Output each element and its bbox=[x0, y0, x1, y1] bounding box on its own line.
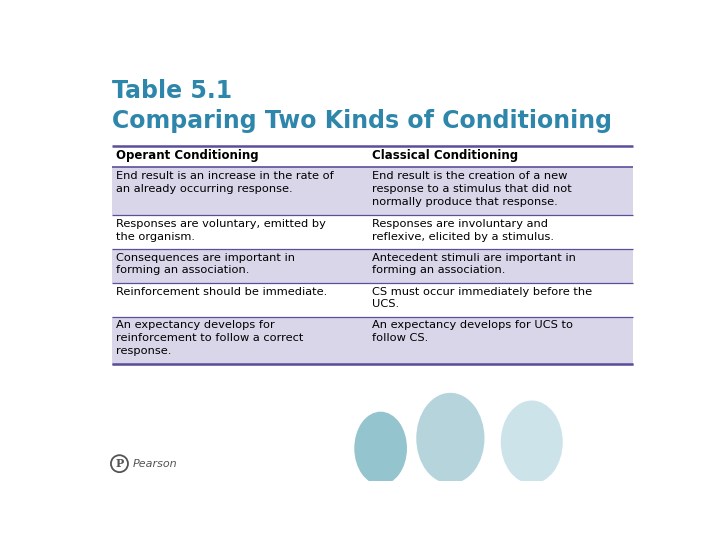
Text: Classical Conditioning: Classical Conditioning bbox=[372, 148, 518, 162]
Bar bbox=[112, 283, 632, 316]
Text: Consequences are important in
forming an association.: Consequences are important in forming an… bbox=[117, 253, 295, 275]
Text: Operant Conditioning: Operant Conditioning bbox=[117, 148, 259, 162]
Text: Reinforcement should be immediate.: Reinforcement should be immediate. bbox=[117, 287, 328, 296]
Text: Responses are voluntary, emitted by
the organism.: Responses are voluntary, emitted by the … bbox=[117, 219, 326, 241]
Text: P: P bbox=[115, 458, 124, 469]
Bar bbox=[112, 249, 632, 283]
Text: End result is an increase in the rate of
an already occurring response.: End result is an increase in the rate of… bbox=[117, 171, 334, 194]
Text: CS must occur immediately before the
UCS.: CS must occur immediately before the UCS… bbox=[372, 287, 593, 309]
Text: An expectancy develops for UCS to
follow CS.: An expectancy develops for UCS to follow… bbox=[372, 320, 573, 343]
Bar bbox=[112, 215, 632, 249]
Text: End result is the creation of a new
response to a stimulus that did not
normally: End result is the creation of a new resp… bbox=[372, 171, 572, 207]
Text: Antecedent stimuli are important in
forming an association.: Antecedent stimuli are important in form… bbox=[372, 253, 576, 275]
Ellipse shape bbox=[416, 393, 485, 484]
Text: Pearson: Pearson bbox=[132, 458, 177, 469]
Ellipse shape bbox=[500, 401, 563, 484]
Text: Table 5.1: Table 5.1 bbox=[112, 79, 232, 103]
Bar bbox=[112, 316, 632, 365]
Text: Responses are involuntary and
reflexive, elicited by a stimulus.: Responses are involuntary and reflexive,… bbox=[372, 219, 554, 241]
Ellipse shape bbox=[354, 411, 407, 485]
Text: An expectancy develops for
reinforcement to follow a correct
response.: An expectancy develops for reinforcement… bbox=[117, 320, 304, 356]
Text: Comparing Two Kinds of Conditioning: Comparing Two Kinds of Conditioning bbox=[112, 110, 612, 133]
Bar bbox=[112, 167, 632, 215]
